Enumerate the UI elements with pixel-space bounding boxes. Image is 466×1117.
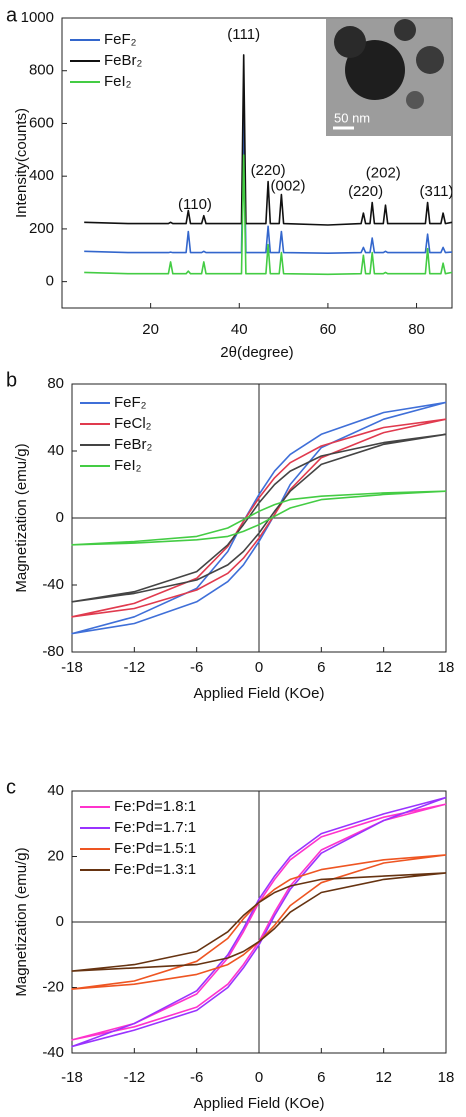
y-tick-label: 0: [56, 913, 64, 930]
peak-label: (311): [420, 183, 454, 200]
x-tick-label: 40: [231, 321, 248, 338]
legend-label: Fe:Pd=1.8:1: [114, 798, 196, 815]
data-line: [71, 490, 447, 546]
plot-frame: [61, 17, 453, 309]
data-line: [71, 796, 447, 1048]
y-tick-label: 0: [56, 509, 64, 526]
data-line: [84, 112, 453, 254]
panel-label: b: [6, 369, 17, 391]
tem-inset: [326, 19, 451, 136]
x-tick-label: 60: [320, 321, 337, 338]
particle: [334, 26, 366, 58]
data-line: [71, 803, 447, 1041]
y-tick-label: -80: [42, 643, 64, 660]
data-line: [71, 854, 447, 990]
peak-label: (111): [227, 26, 260, 43]
x-tick-label: -12: [123, 659, 145, 676]
peak-label: (002): [271, 178, 306, 195]
data-line: [71, 433, 447, 603]
peak-label: (110): [178, 196, 212, 213]
panel-label: a: [6, 4, 18, 26]
x-tick-label: -12: [123, 1069, 145, 1086]
y-tick-label: 400: [29, 167, 54, 184]
x-axis-label: Applied Field (KOe): [194, 685, 325, 702]
x-tick-label: 18: [438, 1069, 455, 1086]
y-tick-label: -20: [42, 978, 64, 995]
legend-label: FeF₂: [104, 31, 137, 48]
particle: [406, 91, 424, 109]
peak-label: (220): [348, 183, 383, 200]
x-tick-label: -18: [61, 1069, 83, 1086]
x-tick-label: 6: [317, 659, 325, 676]
legend-label: Fe:Pd=1.5:1: [114, 840, 196, 857]
y-tick-label: 20: [47, 847, 64, 864]
y-tick-label: -40: [42, 576, 64, 593]
peak-label: (220): [251, 162, 286, 179]
particle: [416, 46, 444, 74]
legend-label: FeF₂: [114, 394, 147, 411]
y-axis-label: Magnetization (emu/g): [13, 847, 30, 996]
legend-label: Fe:Pd=1.7:1: [114, 819, 196, 836]
y-tick-label: 200: [29, 220, 54, 237]
x-tick-label: 20: [142, 321, 159, 338]
data-line: [71, 401, 447, 635]
x-tick-label: 0: [255, 659, 263, 676]
y-tick-label: 40: [47, 782, 64, 799]
legend-label: FeI₂: [104, 73, 132, 90]
legend-label: FeI₂: [114, 457, 142, 474]
particle: [394, 19, 416, 41]
x-tick-label: 12: [375, 1069, 392, 1086]
x-tick-label: 0: [255, 1069, 263, 1086]
data-line: [84, 154, 453, 276]
y-tick-label: 80: [47, 375, 64, 392]
legend-label: FeBr₂: [114, 436, 153, 453]
peak-label: (202): [366, 165, 401, 182]
y-axis-label: Intensity(counts): [13, 108, 30, 218]
legend-label: FeCl₂: [114, 415, 152, 432]
x-tick-label: -6: [190, 1069, 203, 1086]
legend-label: Fe:Pd=1.3:1: [114, 861, 196, 878]
data-line: [71, 872, 447, 972]
y-tick-label: 600: [29, 114, 54, 131]
data-line: [84, 54, 453, 226]
x-tick-label: -18: [61, 659, 83, 676]
x-tick-label: 18: [438, 659, 455, 676]
x-tick-label: 80: [408, 321, 425, 338]
x-tick-label: 12: [375, 659, 392, 676]
y-tick-label: 1000: [21, 9, 54, 26]
x-axis-label: 2θ(degree): [220, 344, 293, 361]
panel-label: c: [6, 776, 16, 798]
y-tick-label: 800: [29, 62, 54, 79]
x-axis-label: Applied Field (KOe): [194, 1095, 325, 1112]
y-tick-label: 0: [46, 273, 54, 290]
particle: [345, 40, 405, 100]
x-tick-label: 6: [317, 1069, 325, 1086]
y-axis-label: Magnetization (emu/g): [13, 443, 30, 592]
y-tick-label: 40: [47, 442, 64, 459]
y-tick-label: -40: [42, 1044, 64, 1061]
x-tick-label: -6: [190, 659, 203, 676]
scale-label: 50 nm: [334, 110, 370, 125]
legend-label: FeBr₂: [104, 52, 143, 69]
